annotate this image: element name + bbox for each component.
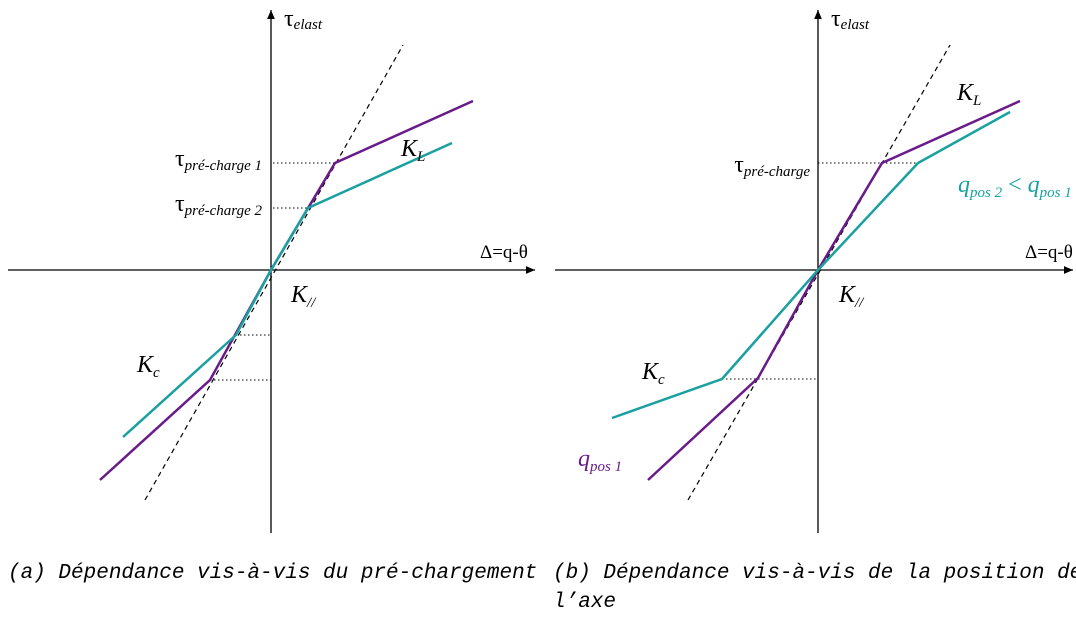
dotted-lines xyxy=(210,162,335,381)
dashed-line xyxy=(144,44,404,501)
panel-a: τelast Δ=q-θ KL K// Kc τpré-charge 1 τpr… xyxy=(8,6,535,533)
k-c: Kc xyxy=(641,359,665,388)
k-l: KL xyxy=(956,80,981,109)
dotted-lines xyxy=(722,162,918,380)
k-c: Kc xyxy=(136,352,160,381)
purple-curve xyxy=(647,99,1021,481)
y-label: τelast xyxy=(284,6,323,33)
tau: τpré-charge xyxy=(734,152,810,180)
q-compare: qpos 2 < qpos 1 xyxy=(958,172,1072,201)
k-par: K// xyxy=(838,282,865,311)
caption-a: (a) Dépendance vis-à-vis du pré-chargeme… xyxy=(8,562,537,585)
dashed-line xyxy=(687,44,951,501)
x-label: Δ=q-θ xyxy=(480,242,528,263)
caption-b: l’axe xyxy=(553,591,616,614)
teal-curve xyxy=(611,110,1011,420)
panel-b: τelast Δ=q-θ KL K// Kc τpré-charge qpos … xyxy=(555,6,1073,533)
q-pos1: qpos 1 xyxy=(578,446,622,475)
y-label: τelast xyxy=(831,6,870,33)
tau-2: τpré-charge 2 xyxy=(175,191,262,219)
k-l: KL xyxy=(400,136,425,165)
k-par: K// xyxy=(290,282,317,311)
teal-curve xyxy=(122,141,453,438)
tau-1: τpré-charge 1 xyxy=(175,146,262,174)
caption-b: (b) Dépendance vis-à-vis de la position … xyxy=(553,562,1076,585)
x-label: Δ=q-θ xyxy=(1025,242,1073,263)
